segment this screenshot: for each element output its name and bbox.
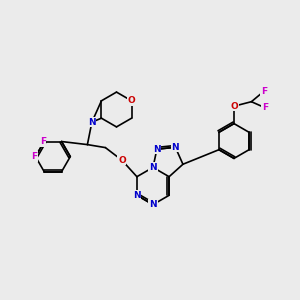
Text: F: F xyxy=(261,87,267,96)
Text: N: N xyxy=(88,118,96,127)
Text: N: N xyxy=(172,143,179,152)
Text: N: N xyxy=(149,163,157,172)
Text: O: O xyxy=(118,156,126,165)
Text: N: N xyxy=(149,200,157,209)
Text: F: F xyxy=(262,103,268,112)
Text: O: O xyxy=(128,96,135,105)
Text: N: N xyxy=(153,145,161,154)
Text: N: N xyxy=(133,191,141,200)
Text: N: N xyxy=(88,118,96,127)
Text: F: F xyxy=(40,137,46,146)
Text: F: F xyxy=(31,152,37,161)
Text: O: O xyxy=(230,102,238,111)
